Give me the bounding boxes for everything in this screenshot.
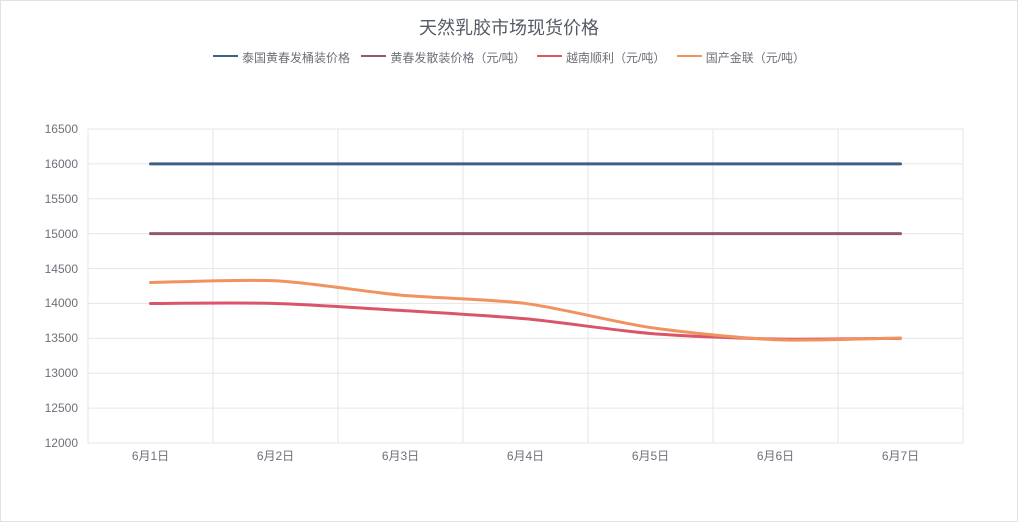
svg-text:12000: 12000 <box>45 436 79 450</box>
svg-text:6月5日: 6月5日 <box>632 449 669 463</box>
svg-text:16000: 16000 <box>45 157 79 171</box>
svg-text:13500: 13500 <box>45 331 79 345</box>
svg-text:15000: 15000 <box>45 227 79 241</box>
svg-text:6月7日: 6月7日 <box>882 449 919 463</box>
svg-text:6月6日: 6月6日 <box>757 449 794 463</box>
svg-text:6月3日: 6月3日 <box>382 449 419 463</box>
svg-text:6月4日: 6月4日 <box>507 449 544 463</box>
svg-text:15500: 15500 <box>45 192 79 206</box>
svg-text:13000: 13000 <box>45 366 79 380</box>
svg-text:14000: 14000 <box>45 296 79 310</box>
svg-text:16500: 16500 <box>45 122 79 136</box>
svg-text:6月2日: 6月2日 <box>257 449 294 463</box>
svg-text:6月1日: 6月1日 <box>132 449 169 463</box>
svg-text:14500: 14500 <box>45 262 79 276</box>
svg-text:12500: 12500 <box>45 401 79 415</box>
